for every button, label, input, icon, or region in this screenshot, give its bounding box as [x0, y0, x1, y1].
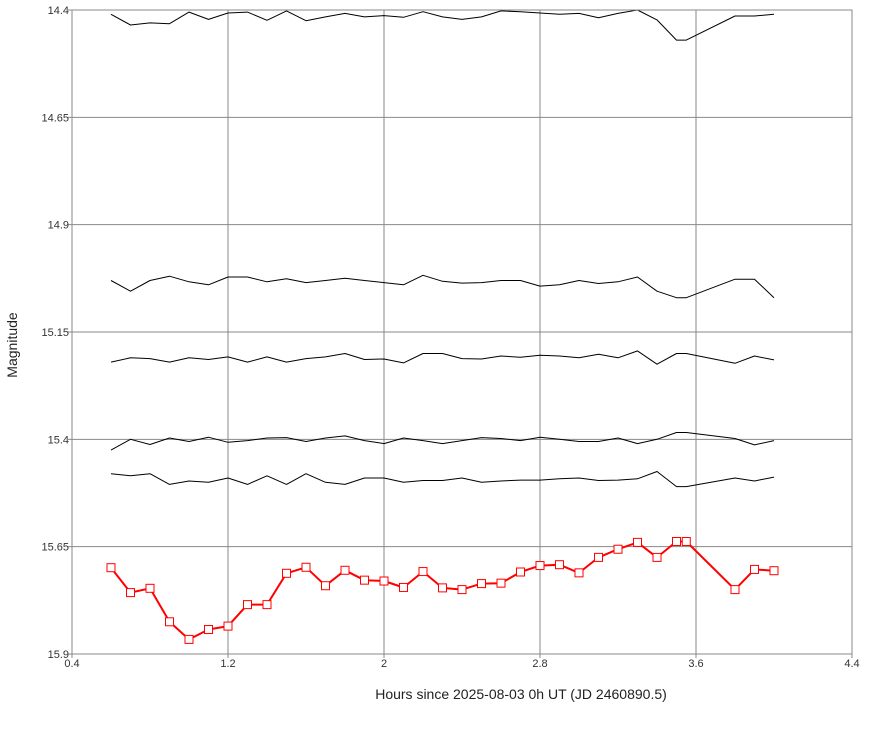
- comparison-series-line: [110, 274, 775, 299]
- data-point-marker: [457, 585, 467, 595]
- data-point-marker: [165, 617, 174, 627]
- data-point-marker: [106, 563, 116, 573]
- data-point-marker: [730, 585, 740, 595]
- data-point-marker: [184, 634, 194, 644]
- y-tick-label: 15.9: [48, 649, 69, 661]
- x-tick-label: 0.4: [64, 658, 79, 670]
- data-point-marker: [594, 552, 603, 562]
- data-point-marker: [321, 581, 330, 591]
- comparison-series-line: [110, 350, 775, 365]
- data-point-marker: [750, 564, 759, 574]
- plot-frame: [71, 9, 853, 655]
- data-point-marker: [360, 575, 369, 585]
- data-point-marker: [379, 576, 389, 586]
- data-point-marker: [613, 544, 623, 554]
- y-tick-label: 15.15: [41, 327, 69, 339]
- y-tick-label: 14.9: [48, 220, 69, 232]
- data-point-marker: [340, 565, 350, 575]
- y-tick-label: 14.4: [48, 5, 69, 17]
- y-tick-label: 14.65: [41, 112, 69, 124]
- data-point-marker: [681, 537, 691, 547]
- comparison-series-line: [110, 432, 775, 451]
- x-tick-label: 2: [381, 658, 387, 670]
- data-point-marker: [301, 562, 311, 572]
- x-tick-label: 1.2: [220, 658, 235, 670]
- data-point-marker: [438, 583, 447, 593]
- x-axis-label: Hours since 2025-08-03 0h UT (JD 2460890…: [375, 686, 667, 702]
- data-point-marker: [399, 582, 408, 592]
- data-point-marker: [243, 600, 252, 610]
- data-point-marker: [769, 566, 779, 576]
- data-point-marker: [516, 567, 525, 577]
- data-point-marker: [126, 588, 135, 598]
- data-point-marker: [633, 537, 642, 547]
- data-point-marker: [282, 568, 291, 578]
- y-tick-label: 15.4: [48, 434, 69, 446]
- x-tick-label: 2.8: [532, 658, 547, 670]
- comparison-series-line: [110, 471, 775, 488]
- grid-lines: [68, 9, 853, 658]
- data-point-marker: [262, 600, 272, 610]
- target-series-line: [110, 540, 775, 641]
- series-layer: [106, 9, 779, 644]
- data-point-marker: [496, 578, 506, 588]
- data-point-marker: [477, 579, 486, 589]
- x-tick-label: 4.4: [844, 658, 859, 670]
- data-point-marker: [145, 583, 155, 593]
- y-axis-label: Magnitude: [4, 312, 20, 378]
- data-point-marker: [672, 537, 681, 547]
- data-point-marker: [535, 561, 545, 571]
- data-point-marker: [223, 621, 233, 631]
- data-point-marker: [652, 552, 662, 562]
- data-point-marker: [204, 625, 213, 635]
- comparison-series-line: [110, 9, 775, 41]
- data-point-marker: [574, 568, 584, 578]
- data-point-marker: [418, 567, 428, 577]
- x-tick-label: 3.6: [688, 658, 703, 670]
- tick-labels: 0.4 1.2 2 2.8 3.6 4.4 14.4 14.65 14.9 15.15 15.4 15…: [41, 5, 859, 670]
- data-point-marker: [555, 560, 564, 570]
- y-tick-label: 15.65: [41, 542, 69, 554]
